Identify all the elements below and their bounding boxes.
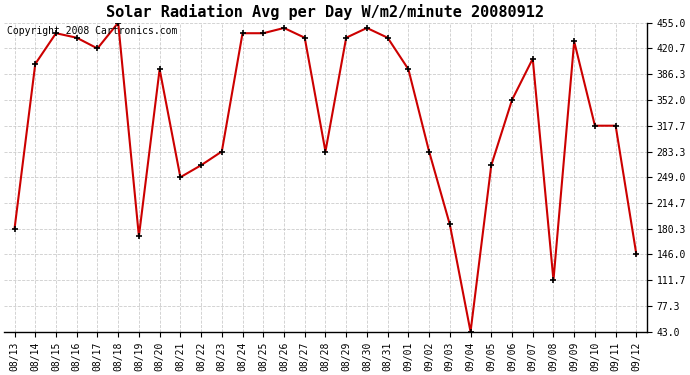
Text: Copyright 2008 Cartronics.com: Copyright 2008 Cartronics.com	[8, 26, 178, 36]
Title: Solar Radiation Avg per Day W/m2/minute 20080912: Solar Radiation Avg per Day W/m2/minute …	[106, 4, 544, 20]
